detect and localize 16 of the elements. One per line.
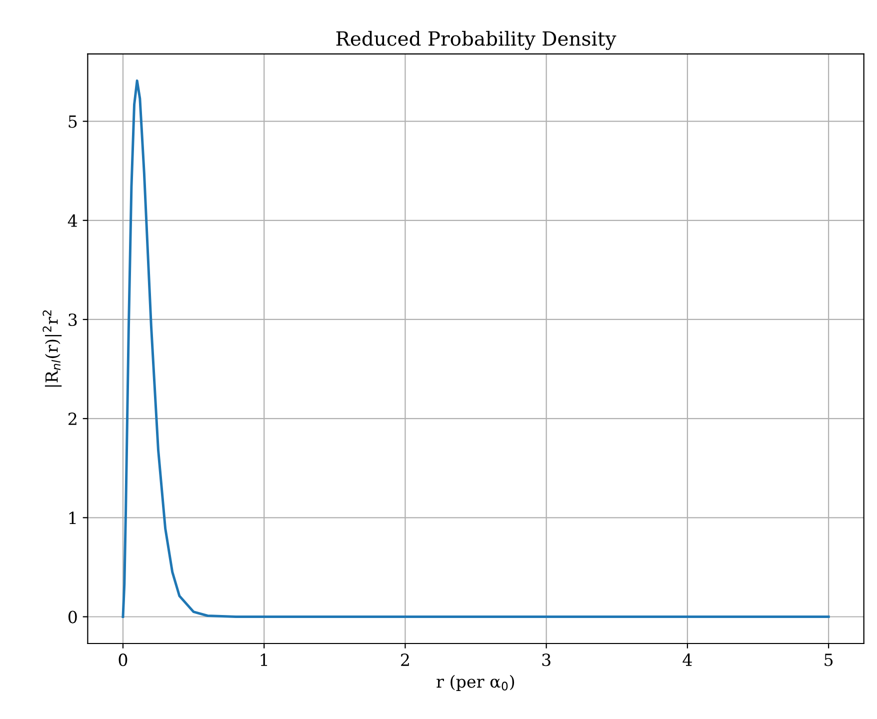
- y-axis-title: |R$_{nl}$(r)|$^{2}$r$^{2}$: [42, 310, 62, 387]
- x-tick-label: 1: [260, 654, 268, 666]
- chart-title: Reduced Probability Density: [336, 30, 616, 50]
- line-series: [122, 79, 830, 618]
- y-tick-label: 1: [69, 512, 76, 524]
- x-tick-label: 3: [542, 654, 550, 666]
- y-tick-label: 2: [68, 412, 76, 425]
- y-tick-label: 4: [68, 214, 78, 227]
- x-tick-label: 2: [401, 654, 409, 666]
- y-tick-label: 0: [68, 610, 77, 624]
- y-tick-label: 5: [68, 115, 77, 128]
- y-tick-label: 3: [68, 313, 77, 326]
- x-tick-label: 0: [118, 654, 128, 666]
- x-tick-label: 5: [824, 654, 833, 666]
- x-tick-label: 4: [682, 654, 692, 666]
- x-axis-title: r (per α$_{0}$): [436, 674, 514, 692]
